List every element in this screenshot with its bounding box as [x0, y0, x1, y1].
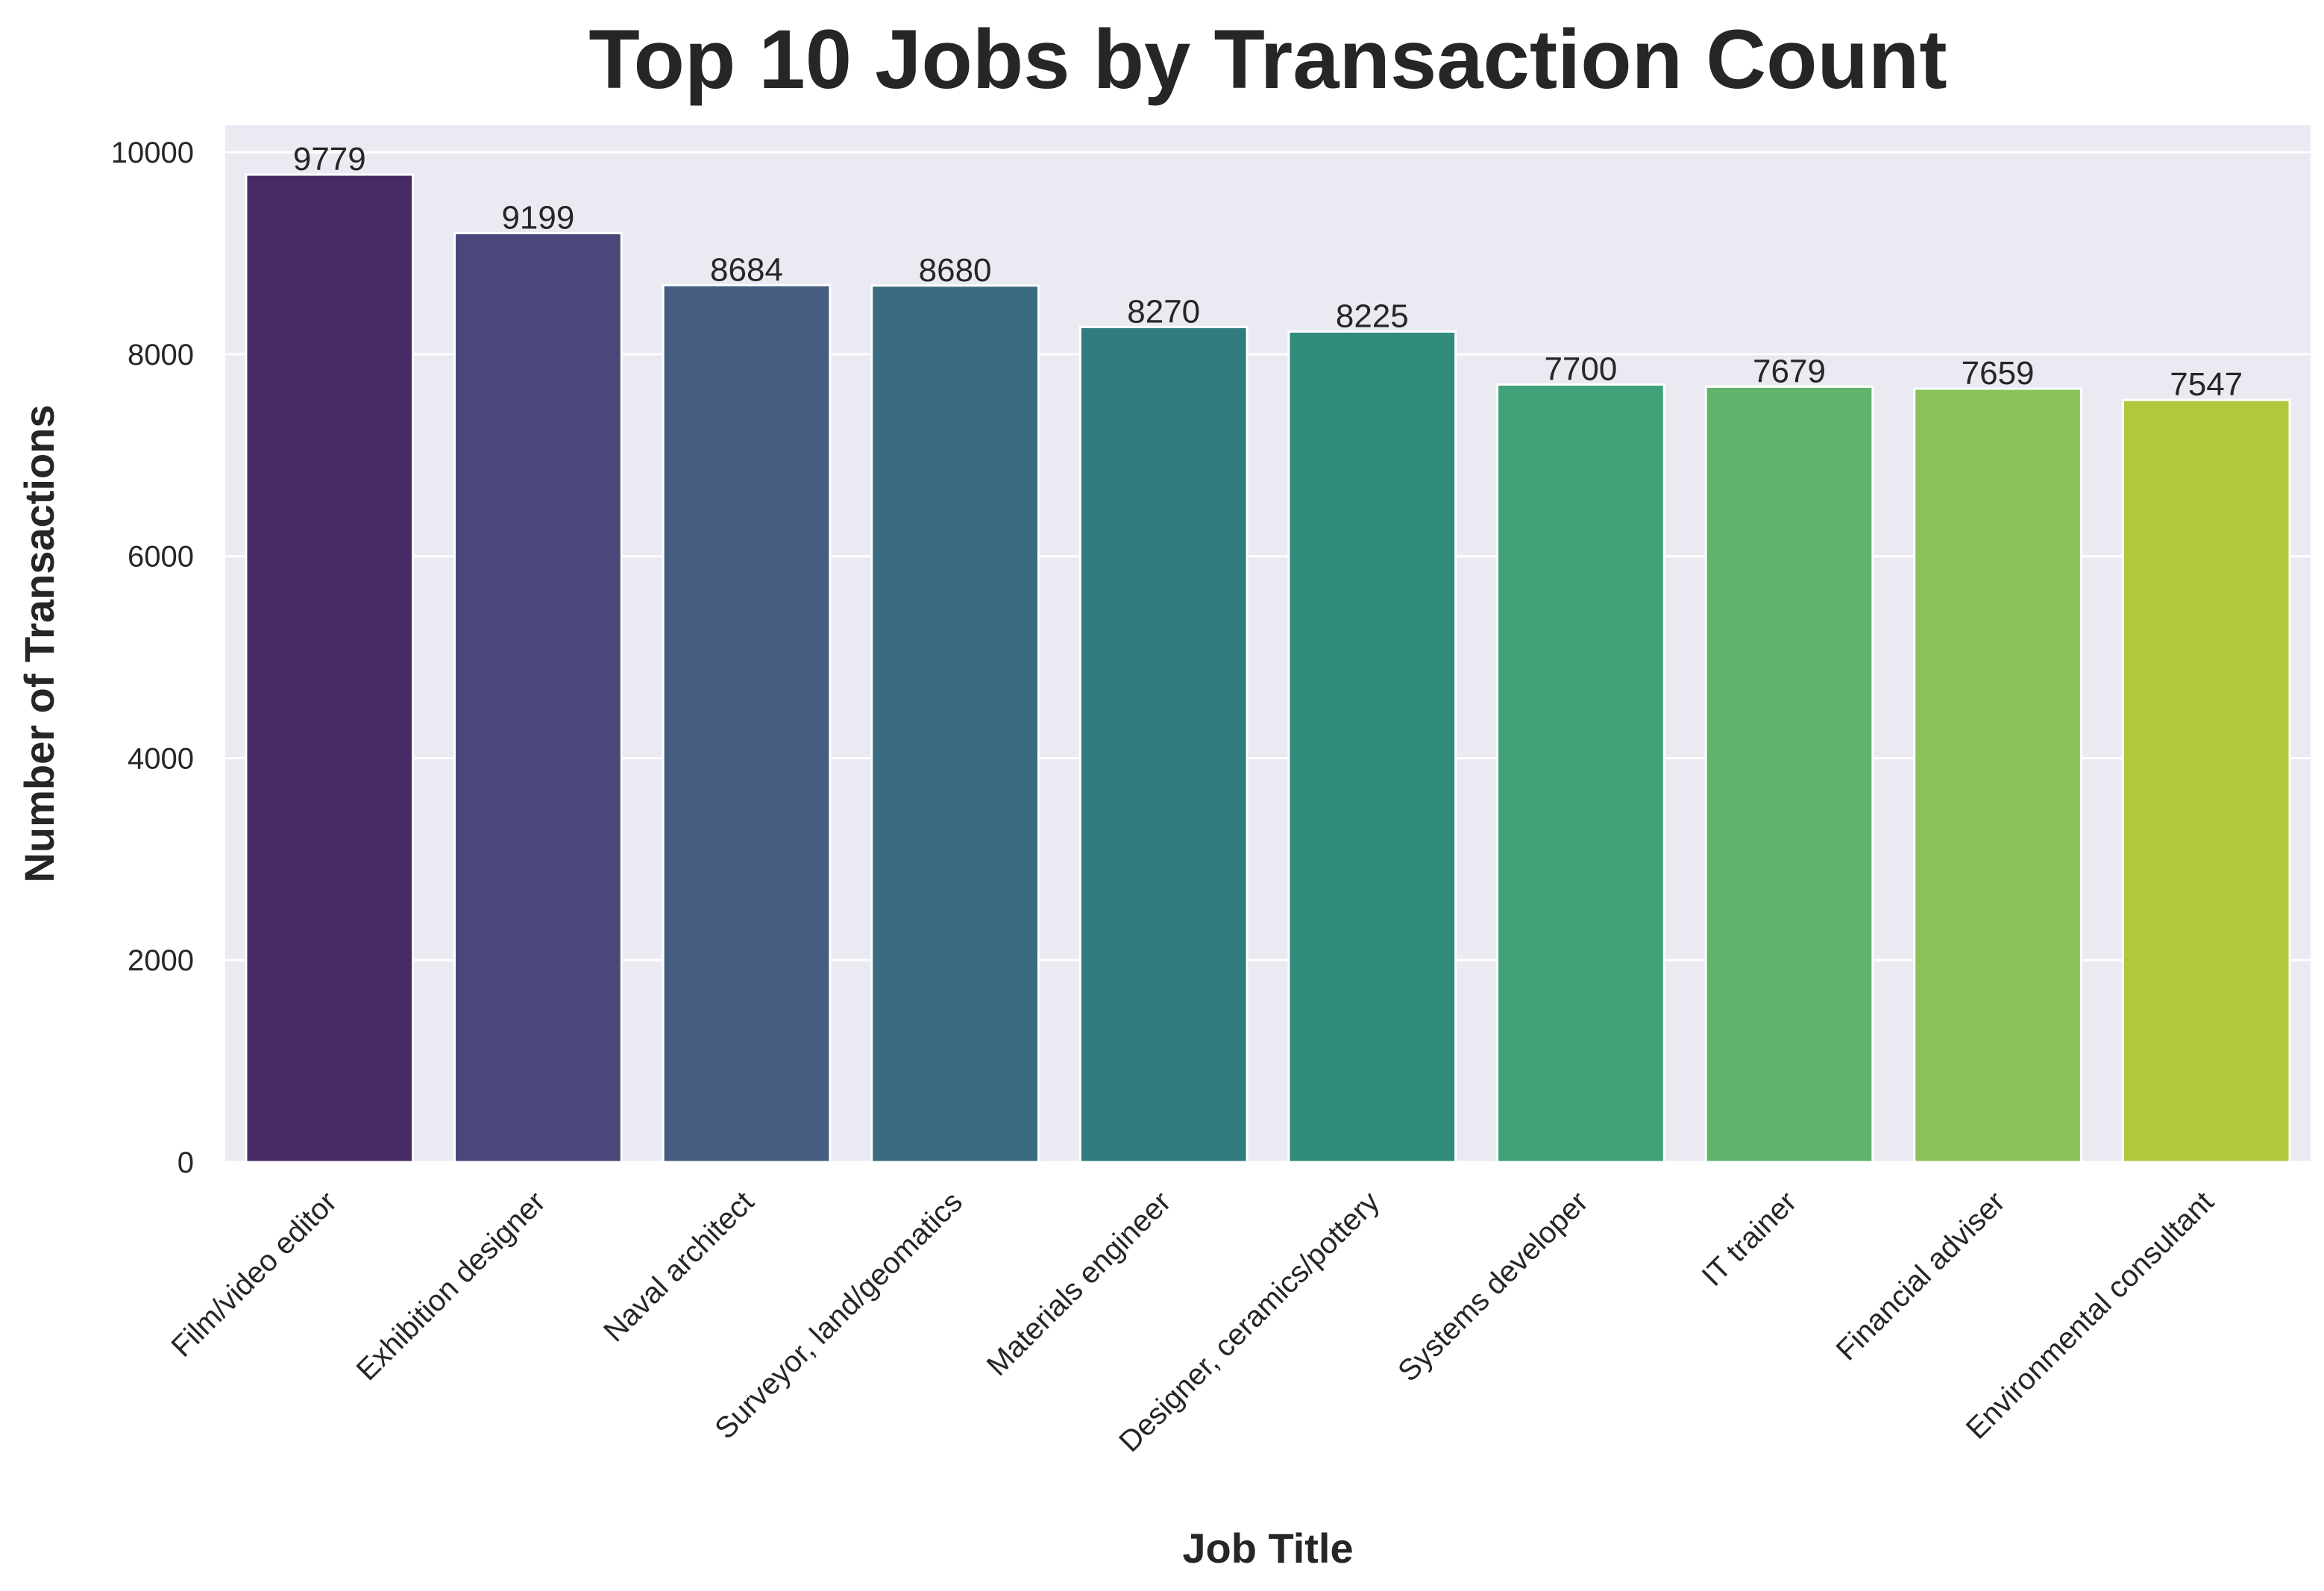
- y-tick-label: 4000: [128, 742, 194, 775]
- bar: [870, 284, 1040, 1164]
- x-tick-label: Materials engineer: [981, 1185, 1178, 1382]
- bar: [2121, 398, 2291, 1164]
- x-tick-label: Exhibition designer: [351, 1185, 552, 1387]
- bar-value-label: 9199: [501, 200, 574, 236]
- bar: [1913, 387, 2082, 1164]
- y-tick-label: 8000: [128, 339, 194, 371]
- y-tick-label: 6000: [128, 541, 194, 574]
- bar-value-label: 7700: [1544, 351, 1617, 388]
- bar-value-label: 9779: [293, 141, 366, 178]
- bar-value-label: 8680: [919, 252, 992, 289]
- bar-value-label: 8270: [1127, 293, 1200, 330]
- y-tick-label: 2000: [128, 944, 194, 977]
- data-labels: 9779 9199 8684 8680 8270 8225 7700 7679 7659 7547: [293, 141, 2243, 403]
- x-tick-label: Environmental consultant: [1960, 1185, 2220, 1446]
- bar-value-label: 7547: [2170, 366, 2243, 403]
- bar-value-label: 7659: [1962, 355, 2035, 392]
- x-tick-label: Systems developer: [1392, 1185, 1595, 1388]
- bar-value-label: 8684: [710, 251, 783, 288]
- y-axis-label: Number of Transactions: [16, 404, 63, 882]
- x-axis-label: Job Title: [1182, 1525, 1353, 1572]
- bar-value-label: 8225: [1336, 298, 1409, 334]
- x-tick-label: Financial adviser: [1830, 1185, 2011, 1366]
- y-tick-label: 10000: [111, 136, 194, 169]
- bar: [662, 283, 832, 1164]
- bar: [1287, 330, 1457, 1164]
- bar: [453, 232, 623, 1164]
- x-tick-label: Naval architect: [597, 1185, 760, 1348]
- x-tick-label: IT trainer: [1696, 1185, 1803, 1293]
- bar: [1496, 383, 1665, 1164]
- x-tick-label: Surveyor, land/geomatics: [709, 1185, 969, 1446]
- bar: [1078, 325, 1249, 1164]
- bar: [245, 173, 415, 1164]
- x-tick-label: Film/video editor: [166, 1185, 344, 1364]
- y-tick-labels: 0 2000 4000 6000 8000 10000: [111, 136, 194, 1179]
- bar-value-label: 7679: [1753, 353, 1826, 389]
- bar: [1704, 385, 1874, 1164]
- x-tick-labels: Film/video editor Exhibition designer Nava…: [166, 1185, 2220, 1458]
- bars: [245, 173, 2291, 1164]
- y-tick-label: 0: [178, 1146, 194, 1179]
- chart-title: Top 10 Jobs by Transaction Count: [588, 13, 1947, 106]
